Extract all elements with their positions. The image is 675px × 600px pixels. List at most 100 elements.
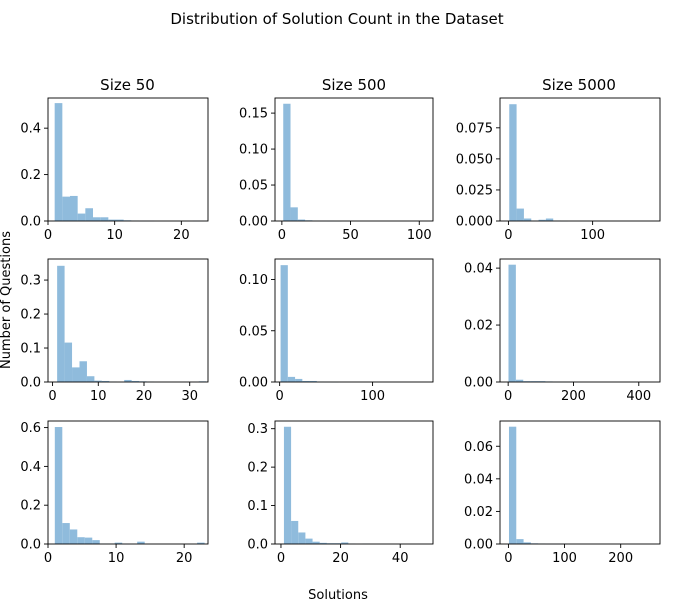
x-tick-label: 0 xyxy=(504,551,512,566)
x-tick-label: 10 xyxy=(90,389,107,404)
y-tick-label: 0.075 xyxy=(456,121,493,136)
histogram-bar xyxy=(298,532,306,544)
y-tick-label: 0.00 xyxy=(464,376,493,391)
x-tick-label: 100 xyxy=(360,389,385,404)
y-tick-label: 0.00 xyxy=(239,215,268,230)
x-tick-label: 20 xyxy=(332,551,349,566)
y-tick-label: 0.15 xyxy=(239,107,268,122)
histogram-bar xyxy=(197,542,205,544)
x-tick-label: 20 xyxy=(176,551,193,566)
histogram-bar xyxy=(64,342,73,382)
histogram-bar xyxy=(545,218,554,221)
axes-frame xyxy=(47,97,209,222)
histogram-bar xyxy=(538,219,546,221)
y-tick-label: 0.02 xyxy=(464,505,493,520)
y-tick-label: 0.4 xyxy=(20,122,41,137)
subplot-r1-c1: 0 100 0.00 0.05 0.10 xyxy=(239,258,434,404)
column-title-size-500: Size 500 xyxy=(322,76,386,94)
y-tick-label: 0.04 xyxy=(464,262,493,277)
histogram-bar xyxy=(77,213,86,221)
figure-title: Distribution of Solution Count in the Da… xyxy=(170,10,503,28)
subplot-r0-c0: 0 10 20 0.0 0.2 0.4 xyxy=(20,97,209,243)
x-axis-label: Solutions xyxy=(308,588,368,600)
y-tick-label: 0.1 xyxy=(247,499,268,514)
histogram-bar xyxy=(57,265,65,382)
histogram-bar xyxy=(509,104,517,221)
histogram-bar xyxy=(523,218,532,221)
subplot-r1-c0: 0 10 20 30 0.0 0.1 0.2 0.3 xyxy=(20,258,209,404)
histogram-bar xyxy=(54,427,63,544)
y-tick-label: 0.05 xyxy=(239,324,268,339)
histogram-bar xyxy=(523,542,531,544)
histogram-bar xyxy=(100,217,109,221)
y-tick-label: 0.000 xyxy=(456,215,493,230)
subplot-r2-c0: 0 10 20 0.0 0.2 0.4 0.6 xyxy=(20,420,209,566)
histogram-bar xyxy=(137,541,145,544)
y-tick-label: 0.1 xyxy=(20,342,41,357)
axes-frame xyxy=(47,420,209,545)
histogram-bar xyxy=(108,219,116,221)
axes-frame xyxy=(499,420,661,545)
x-tick-label: 20 xyxy=(173,228,190,243)
axes-frame xyxy=(499,97,661,222)
histogram-bar xyxy=(516,208,524,221)
histogram-bar xyxy=(302,380,310,382)
histogram-bar xyxy=(54,103,63,221)
x-tick-label: 30 xyxy=(181,389,198,404)
histogram-bar xyxy=(287,376,296,383)
histogram-bar xyxy=(508,426,517,544)
x-tick-label: 50 xyxy=(342,228,359,243)
y-tick-label: 0.0 xyxy=(20,215,41,230)
axes-frame xyxy=(47,258,209,383)
x-tick-label: 100 xyxy=(407,228,432,243)
histogram-bar xyxy=(515,379,524,382)
histogram-bar xyxy=(85,208,93,221)
y-tick-label: 0.0 xyxy=(247,538,268,553)
y-tick-label: 0.10 xyxy=(239,273,268,288)
subplot-r2-c2: 0 100 200 0.00 0.02 0.04 0.06 xyxy=(464,420,661,566)
histogram-bar xyxy=(280,265,288,382)
x-tick-label: 0 xyxy=(44,228,52,243)
histogram-bar xyxy=(295,378,303,382)
histogram-bar xyxy=(309,380,317,382)
histogram-bar xyxy=(312,541,320,544)
histogram-bar xyxy=(305,538,313,544)
histogram-bar xyxy=(291,520,299,544)
histogram-bar xyxy=(116,219,124,221)
histogram-bar xyxy=(283,426,292,544)
histogram-bar xyxy=(341,542,349,544)
y-tick-label: 0.02 xyxy=(464,319,493,334)
histogram-bar xyxy=(86,376,95,382)
y-tick-label: 0.050 xyxy=(456,152,493,167)
y-tick-label: 0.2 xyxy=(20,168,41,183)
histogram-bar xyxy=(516,539,524,544)
y-tick-label: 0.00 xyxy=(239,376,268,391)
subplot-r2-c1: 0 20 40 0.0 0.1 0.2 0.3 xyxy=(247,420,434,566)
histogram-bar xyxy=(92,540,100,544)
subplot-r0-c1: 0 50 100 0.00 0.05 0.10 0.15 xyxy=(239,97,434,243)
histogram-bar xyxy=(124,379,132,382)
x-tick-label: 10 xyxy=(108,551,125,566)
y-tick-label: 0.3 xyxy=(20,274,41,289)
axes-frame xyxy=(274,97,434,222)
histogram-bar xyxy=(62,523,70,544)
histogram-bar xyxy=(131,380,140,382)
x-tick-label: 0 xyxy=(276,389,284,404)
histogram-bar xyxy=(72,367,80,382)
y-tick-label: 0.06 xyxy=(464,440,493,455)
x-tick-label: 0 xyxy=(277,551,285,566)
x-tick-label: 0 xyxy=(504,228,512,243)
axes-frame xyxy=(499,258,661,383)
histogram-bar xyxy=(62,196,70,221)
histogram-bar xyxy=(79,361,87,382)
x-tick-label: 40 xyxy=(392,551,409,566)
column-title-size-5000: Size 5000 xyxy=(542,76,616,94)
y-axis-label: Number of Questions xyxy=(0,231,14,369)
x-tick-label: 0 xyxy=(504,389,512,404)
axes-frame xyxy=(274,420,434,545)
axes-frame xyxy=(274,258,434,383)
y-tick-label: 0.4 xyxy=(20,460,41,475)
column-title-size-50: Size 50 xyxy=(100,76,155,94)
histogram-bar xyxy=(114,542,123,544)
